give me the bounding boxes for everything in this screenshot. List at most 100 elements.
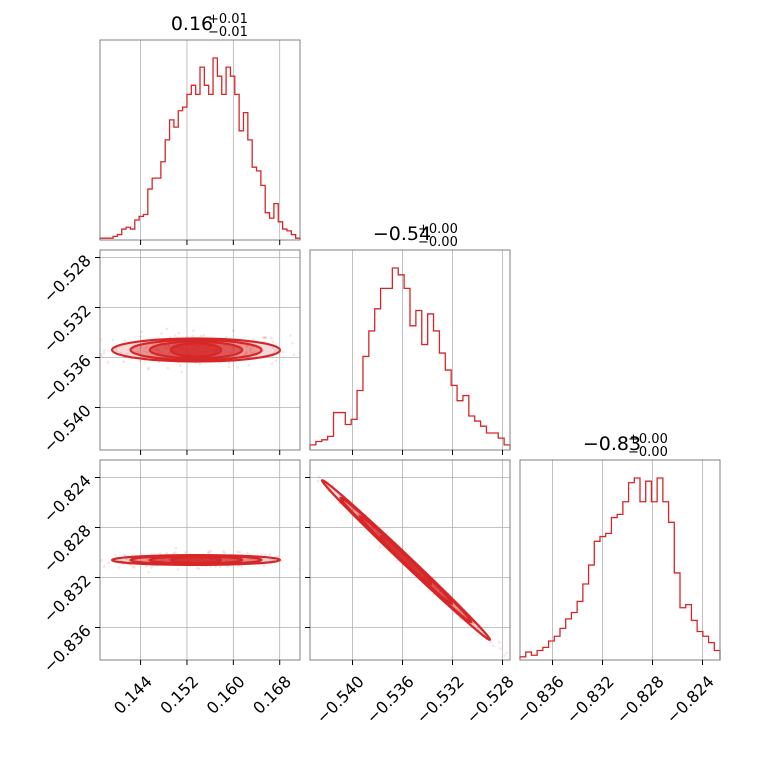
- sample-point: [126, 352, 129, 356]
- sample-point: [107, 561, 110, 565]
- sample-point: [139, 346, 143, 349]
- sample-point: [123, 339, 127, 343]
- title-value: 0.16: [171, 13, 213, 35]
- panel-frame: [309, 459, 511, 661]
- sample-point: [281, 350, 285, 354]
- sample-point: [240, 343, 243, 347]
- sample-point: [146, 351, 149, 354]
- sample-point: [514, 661, 517, 664]
- sample-point: [174, 546, 178, 550]
- x-tick-label: −0.540: [313, 672, 368, 727]
- y-tick-label: −0.824: [40, 471, 95, 526]
- sample-point: [263, 553, 267, 557]
- sample-point: [173, 334, 177, 337]
- sample-point: [113, 554, 117, 557]
- sample-point: [192, 329, 195, 333]
- sample-point: [270, 362, 274, 365]
- x-tick-label: −0.532: [413, 672, 468, 727]
- sample-point: [513, 660, 516, 663]
- sample-point: [131, 553, 135, 557]
- sample-point: [198, 362, 202, 366]
- y-tick-label: −0.532: [40, 301, 95, 356]
- sample-point: [238, 550, 242, 554]
- contour-line-1: [129, 338, 263, 362]
- sample-point: [227, 365, 231, 369]
- sample-point: [202, 334, 206, 337]
- sample-point: [247, 363, 251, 367]
- sample-point: [305, 466, 308, 469]
- density-region: [270, 430, 518, 666]
- sample-point: [147, 570, 150, 574]
- sample-point: [89, 340, 92, 343]
- title-err-plus: +0.00: [418, 222, 458, 237]
- density-region: [72, 546, 300, 574]
- sample-point: [174, 551, 177, 554]
- sample-point: [271, 340, 275, 343]
- sample-point: [207, 551, 210, 555]
- sample-point: [274, 359, 278, 363]
- sample-point: [245, 345, 249, 348]
- sample-point: [136, 350, 139, 354]
- sample-point: [240, 565, 243, 568]
- x-tick-label: 0.168: [249, 672, 295, 718]
- sample-point: [146, 559, 149, 562]
- x-tick-label: 0.160: [203, 672, 249, 718]
- sample-point: [262, 564, 266, 567]
- sample-point: [100, 354, 104, 358]
- corner-panels: 0.16+0.01−0.01−0.54+0.00−0.00−0.836−0.83…: [34, 12, 721, 727]
- sample-point: [498, 640, 501, 644]
- histogram-step-2: [519, 477, 721, 660]
- x-tick-label: −0.828: [613, 672, 668, 727]
- parameter-title-0: 0.16: [171, 13, 213, 35]
- sample-point: [184, 551, 187, 554]
- sample-point: [199, 334, 203, 338]
- sample-point: [227, 361, 231, 365]
- sample-point: [270, 430, 273, 433]
- sample-point: [191, 334, 194, 338]
- contour-line-3: [169, 555, 223, 565]
- sample-point: [284, 440, 287, 443]
- scatter-panel-0-2: 0.144 0.152 0.160 0.168 −0.836−0.832−0.828−0…: [40, 459, 301, 718]
- sample-point: [34, 339, 37, 342]
- sample-point: [123, 553, 127, 557]
- sample-point: [249, 347, 252, 350]
- sample-point: [323, 351, 326, 354]
- sample-point: [260, 553, 263, 556]
- sample-point: [459, 610, 463, 614]
- sample-point: [102, 351, 106, 355]
- histogram-step-1: [309, 267, 511, 450]
- x-tick-label: −0.536: [363, 672, 418, 727]
- x-tick-label: 0.144: [110, 672, 156, 718]
- sample-point: [236, 550, 239, 553]
- contour-line-2: [148, 340, 244, 360]
- sample-point: [270, 336, 273, 340]
- sample-point: [236, 366, 240, 369]
- sample-point: [142, 350, 146, 353]
- y-tick-label: −0.836: [40, 621, 95, 676]
- density-region: [34, 327, 326, 374]
- sample-point: [291, 341, 294, 345]
- title-err-minus: −0.01: [208, 25, 248, 40]
- sample-point: [180, 370, 184, 374]
- sample-point: [290, 454, 293, 457]
- sample-point: [224, 335, 228, 339]
- sample-point: [218, 565, 222, 568]
- sample-point: [177, 331, 181, 335]
- title-value: −0.83: [583, 433, 641, 455]
- title-value: −0.54: [373, 223, 431, 245]
- y-tick-label: −0.540: [40, 401, 95, 456]
- parameter-title-1: −0.54: [373, 223, 431, 245]
- sample-point: [147, 366, 150, 369]
- sample-point: [146, 558, 150, 561]
- sample-point: [106, 361, 110, 364]
- sample-point: [515, 663, 518, 666]
- y-tick-label: −0.828: [40, 521, 95, 576]
- x-tick-label: −0.832: [563, 672, 618, 727]
- sample-point: [72, 562, 75, 565]
- panel-frame: [99, 39, 301, 241]
- sample-point: [276, 555, 280, 559]
- sample-point: [100, 559, 103, 562]
- sample-point: [178, 364, 182, 367]
- sample-point: [196, 566, 199, 570]
- sample-point: [316, 479, 320, 483]
